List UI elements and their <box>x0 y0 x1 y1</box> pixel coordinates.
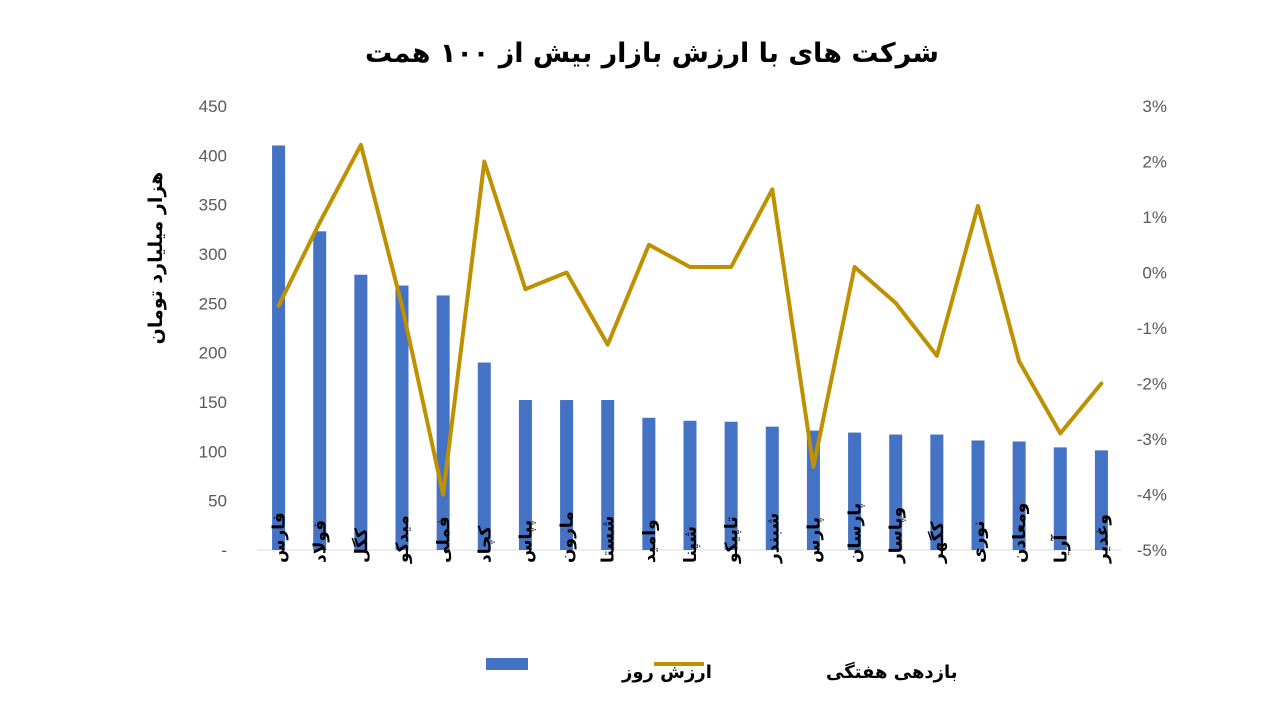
category-label: وپاسار <box>887 507 907 564</box>
bar <box>765 426 779 550</box>
bar <box>518 400 532 550</box>
category-labels: فارس فولاد کگل میدکو فملی کچاد پپاس مارون شستا وا… <box>270 503 1113 564</box>
left-tick-label: 350 <box>199 196 227 215</box>
left-axis-ticks: - 50 100 150 200 250 300 350 400 450 <box>199 97 227 560</box>
left-tick-label: 300 <box>199 245 227 264</box>
bar <box>272 145 286 550</box>
category-label: وامید <box>640 519 660 563</box>
legend: ارزش روز بازدهی هفتگی <box>486 658 958 683</box>
category-label: شستا <box>599 516 619 563</box>
category-label: فملی <box>434 516 454 563</box>
bar <box>560 400 574 550</box>
left-tick-label: 100 <box>199 442 227 461</box>
category-label: شبندر <box>763 513 783 564</box>
category-label: فولاد <box>311 520 331 563</box>
category-label: فارس <box>270 512 290 563</box>
right-tick-label: -5% <box>1137 541 1167 560</box>
right-tick-label: 0% <box>1142 264 1167 283</box>
bar <box>930 434 944 550</box>
bar <box>971 440 985 550</box>
bar <box>395 285 409 550</box>
bar-series <box>272 145 1108 550</box>
bar <box>889 434 903 550</box>
bar <box>601 400 615 550</box>
category-label: کچاد <box>475 526 495 563</box>
left-tick-label: 250 <box>199 294 227 313</box>
line-series <box>276 142 1104 497</box>
bar <box>848 432 862 550</box>
right-tick-label: -4% <box>1137 486 1167 505</box>
category-label: تاپیکو <box>722 516 742 564</box>
right-tick-label: 3% <box>1142 97 1167 116</box>
category-label: کگل <box>351 528 372 563</box>
chart-title: شرکت های با ارزش بازار بیش از ۱۰۰ همت <box>365 38 939 69</box>
category-label: وغدیر <box>1092 514 1112 564</box>
right-tick-label: 2% <box>1142 153 1167 172</box>
right-axis-ticks: -5% -4% -3% -2% -1% 0% 1% 2% 3% <box>1137 97 1167 560</box>
bar <box>683 420 697 550</box>
bar <box>477 362 491 550</box>
legend-bar-label: ارزش روز <box>621 662 712 683</box>
category-label: کگهر <box>927 521 948 564</box>
bar <box>354 274 368 550</box>
legend-line-label: بازدهی هفتگی <box>826 661 958 683</box>
bar <box>1094 450 1108 550</box>
category-label: پپاس <box>516 520 536 563</box>
category-label: آریا <box>1049 533 1071 563</box>
right-tick-label: -2% <box>1137 375 1167 394</box>
category-label: پارسان <box>846 503 866 563</box>
left-tick-label: 50 <box>208 492 227 511</box>
right-tick-label: 1% <box>1142 208 1167 227</box>
legend-bar-swatch <box>486 658 528 670</box>
bar <box>1012 441 1026 550</box>
category-label: نوری <box>969 521 989 563</box>
bar <box>436 295 450 550</box>
category-label: مارون <box>558 511 578 563</box>
left-tick-label: 450 <box>199 97 227 116</box>
left-tick-label: 400 <box>199 146 227 165</box>
bar <box>642 417 656 550</box>
category-label: ومعادن <box>1010 503 1030 563</box>
right-tick-label: -1% <box>1137 319 1167 338</box>
category-label: شپنا <box>681 526 701 563</box>
category-label: میدکو <box>393 515 413 564</box>
y-axis-label: هزار میلیارد تومان <box>145 172 167 345</box>
category-label: پارس <box>804 517 824 563</box>
left-tick-label: 200 <box>199 344 227 363</box>
right-tick-label: -3% <box>1137 430 1167 449</box>
bar <box>313 231 327 550</box>
left-tick-label: - <box>221 541 227 560</box>
bar <box>724 421 738 550</box>
left-tick-label: 150 <box>199 393 227 412</box>
bar <box>1053 447 1067 550</box>
